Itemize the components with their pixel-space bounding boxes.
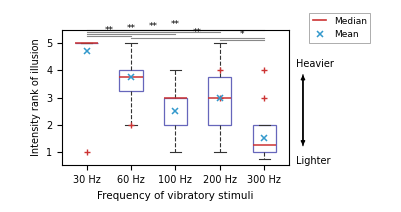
Text: Lighter: Lighter xyxy=(296,156,330,166)
Text: **: ** xyxy=(149,22,158,31)
PathPatch shape xyxy=(253,125,276,152)
Legend: Median, Mean: Median, Mean xyxy=(309,13,370,43)
PathPatch shape xyxy=(164,98,187,125)
Text: **: ** xyxy=(171,20,180,29)
Text: **: ** xyxy=(104,26,113,35)
X-axis label: Frequency of vibratory stimuli: Frequency of vibratory stimuli xyxy=(97,191,254,201)
Text: *: * xyxy=(240,30,244,39)
Text: **: ** xyxy=(126,24,136,33)
Text: **: ** xyxy=(193,28,202,37)
PathPatch shape xyxy=(208,77,231,125)
Y-axis label: Intensity rank of illusion: Intensity rank of illusion xyxy=(30,39,41,156)
Text: Heavier: Heavier xyxy=(296,59,334,69)
PathPatch shape xyxy=(119,70,143,91)
